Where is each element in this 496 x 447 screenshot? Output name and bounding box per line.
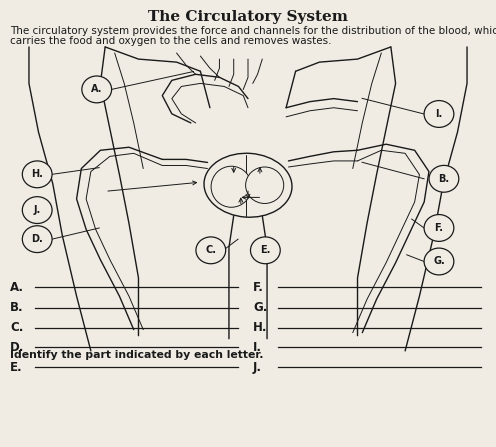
Text: C.: C. bbox=[10, 321, 23, 334]
Text: C.: C. bbox=[205, 245, 216, 255]
Text: I.: I. bbox=[253, 341, 262, 354]
Text: The Circulatory System: The Circulatory System bbox=[148, 10, 348, 24]
Text: D.: D. bbox=[31, 234, 43, 244]
Circle shape bbox=[22, 226, 52, 253]
Circle shape bbox=[424, 248, 454, 275]
Circle shape bbox=[196, 237, 226, 264]
Text: I.: I. bbox=[435, 109, 442, 119]
Text: A.: A. bbox=[91, 84, 102, 94]
Text: E.: E. bbox=[10, 361, 22, 374]
Circle shape bbox=[429, 165, 459, 192]
Ellipse shape bbox=[204, 153, 292, 217]
Ellipse shape bbox=[211, 166, 251, 207]
Text: H.: H. bbox=[31, 169, 43, 179]
Text: B.: B. bbox=[438, 174, 449, 184]
Text: F.: F. bbox=[434, 223, 443, 233]
Text: J.: J. bbox=[34, 205, 41, 215]
Ellipse shape bbox=[246, 167, 284, 203]
Text: H.: H. bbox=[253, 321, 267, 334]
Circle shape bbox=[22, 161, 52, 188]
Text: D.: D. bbox=[10, 341, 24, 354]
Text: carries the food and oxygen to the cells and removes wastes.: carries the food and oxygen to the cells… bbox=[10, 36, 331, 46]
Text: E.: E. bbox=[260, 245, 270, 255]
Text: F.: F. bbox=[253, 281, 264, 294]
Text: Identify the part indicated by each letter.: Identify the part indicated by each lett… bbox=[10, 350, 263, 360]
Circle shape bbox=[82, 76, 112, 103]
Circle shape bbox=[424, 215, 454, 241]
Text: J.: J. bbox=[253, 361, 262, 374]
Text: G.: G. bbox=[433, 257, 445, 266]
Text: B.: B. bbox=[10, 301, 23, 314]
Circle shape bbox=[424, 101, 454, 127]
Text: G.: G. bbox=[253, 301, 267, 314]
Circle shape bbox=[250, 237, 280, 264]
Text: The circulatory system provides the force and channels for the distribution of t: The circulatory system provides the forc… bbox=[10, 26, 496, 36]
Circle shape bbox=[22, 197, 52, 224]
Text: A.: A. bbox=[10, 281, 24, 294]
